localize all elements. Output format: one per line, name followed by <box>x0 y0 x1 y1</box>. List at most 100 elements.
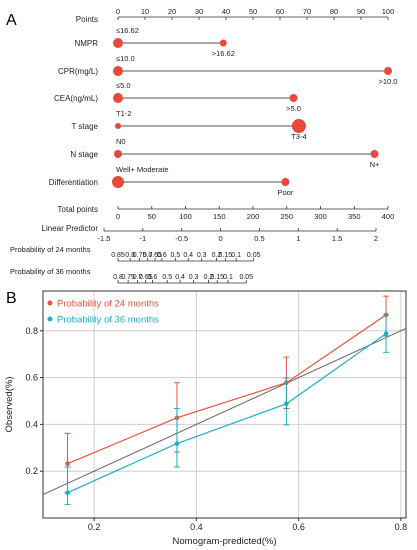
probability-tick-label: 0.4 <box>183 252 193 259</box>
probability-tick-label: 0.75 <box>133 252 147 259</box>
total-points-tick-label: 0 <box>116 212 120 221</box>
level-dot <box>291 119 306 133</box>
points-tick-label: 10 <box>141 7 149 16</box>
total-points-label: Total points <box>58 205 98 214</box>
total-points-tick-label: 350 <box>348 212 361 221</box>
probability-tick-label: 0.1 <box>223 274 233 281</box>
probability-tick-label: 0.85 <box>111 252 125 259</box>
points-tick-label: 100 <box>382 7 395 16</box>
y-tick-label: 0.8 <box>25 326 38 336</box>
series-line <box>67 314 387 465</box>
level-dot <box>113 66 123 76</box>
y-tick-label: 0.2 <box>25 466 38 476</box>
probability-tick-label: 0.65 <box>139 274 153 281</box>
points-tick-label: 40 <box>222 7 230 16</box>
legend-marker <box>47 316 53 322</box>
linear-predictor-tick-label: 1.5 <box>332 234 342 243</box>
probability-tick-label: 0.75 <box>121 274 135 281</box>
points-tick-label: 20 <box>168 7 176 16</box>
variable-label: T stage <box>71 122 98 131</box>
level-label: >5.0 <box>286 104 301 113</box>
probability-tick-label: 0.2 <box>212 252 222 259</box>
level-dot <box>384 67 392 75</box>
probability-tick-label: 0.05 <box>247 252 261 259</box>
probability-tick-label: 0.6 <box>148 274 158 281</box>
total-points-tick-label: 50 <box>148 212 156 221</box>
variable-label: Differentiation <box>49 178 98 187</box>
probability-tick-label: 0.65 <box>148 252 162 259</box>
reference-diagonal-line <box>42 327 407 496</box>
x-tick-label: 0.4 <box>190 522 203 532</box>
level-label: ≤5.0 <box>116 81 131 90</box>
probability-tick-label: 0.05 <box>239 274 253 281</box>
x-tick-label: 0.8 <box>395 522 408 532</box>
probability-scale-label: Probability of 24 months <box>10 245 91 254</box>
variable-label: N stage <box>70 150 98 159</box>
x-tick-label: 0.6 <box>292 522 305 532</box>
probability-tick-label: 0.7 <box>133 274 143 281</box>
y-tick-label: 0.4 <box>25 419 38 429</box>
level-label: ≤16.62 <box>116 26 139 35</box>
linear-predictor-tick-label: -0.5 <box>175 234 188 243</box>
legend-label: Probability of 36 months <box>57 315 159 326</box>
points-tick-label: 50 <box>249 7 257 16</box>
calibration-panel: B 0.2 0.4 0.6 0.8 0.2 0.4 0.6 0.8 Nomogram-predi… <box>4 290 407 547</box>
series-line <box>67 333 387 494</box>
level-dot <box>113 38 123 48</box>
legend-marker <box>47 300 53 306</box>
level-dot <box>115 123 121 129</box>
level-dot <box>281 178 290 186</box>
probability-tick-label: 0.3 <box>189 274 199 281</box>
panel-label-b: B <box>6 290 17 307</box>
points-tick-label: 70 <box>303 7 311 16</box>
y-tick-label: 0.6 <box>25 373 38 383</box>
variable-label: NMPR <box>74 39 98 48</box>
total-points-tick-label: 250 <box>280 212 293 221</box>
level-dot <box>289 94 298 102</box>
variable-label: CEA(ng/mL) <box>54 94 98 103</box>
x-tick-label: 0.2 <box>88 522 101 532</box>
data-point <box>65 461 70 467</box>
probability-tick-label: 0.8 <box>113 274 123 281</box>
linear-predictor-tick-label: -1 <box>140 234 147 243</box>
level-dot <box>219 39 227 47</box>
total-points-tick-label: 200 <box>247 212 260 221</box>
level-dot <box>113 93 123 103</box>
level-label: T1-2 <box>116 109 131 118</box>
probability-tick-label: 0.5 <box>171 252 181 259</box>
panel-label-a: A <box>6 12 17 29</box>
data-point <box>65 490 70 496</box>
probability-tick-label: 0.1 <box>231 252 241 259</box>
y-axis-label: Observed(%) <box>4 377 15 433</box>
probability-tick-label: 0.8 <box>125 252 135 259</box>
total-points-tick-label: 100 <box>179 212 192 221</box>
points-tick-label: 90 <box>357 7 365 16</box>
total-points-tick-label: 400 <box>382 212 395 221</box>
x-axis-label: Nomogram-predicted(%) <box>172 536 276 547</box>
probability-tick-label: 0.2 <box>204 274 214 281</box>
variable-label: CPR(mg/L) <box>58 67 98 76</box>
total-points-tick-label: 150 <box>213 212 226 221</box>
points-tick-label: 80 <box>330 7 338 16</box>
data-point <box>174 441 180 446</box>
level-dot <box>114 150 122 158</box>
probability-tick-label: 0.3 <box>197 252 207 259</box>
total-points-tick-label: 300 <box>314 212 327 221</box>
plot-frame <box>42 290 407 519</box>
points-tick-label: 30 <box>195 7 203 16</box>
level-dot <box>370 150 379 158</box>
points-tick-label: 0 <box>116 7 120 16</box>
legend-label: Probability of 24 months <box>57 299 159 310</box>
probability-scale-label: Probability of 36 months <box>10 267 91 276</box>
probability-tick-label: 0.7 <box>143 252 153 259</box>
linear-predictor-tick-label: 2 <box>374 234 378 243</box>
level-label: Well+ Moderate <box>116 165 169 174</box>
level-dot <box>112 176 124 188</box>
probability-tick-label: 0.6 <box>157 252 167 259</box>
linear-predictor-tick-label: -1.5 <box>98 234 111 243</box>
probability-tick-label: 0.4 <box>175 274 185 281</box>
linear-predictor-tick-label: 1 <box>296 234 300 243</box>
level-label: N0 <box>116 137 126 146</box>
